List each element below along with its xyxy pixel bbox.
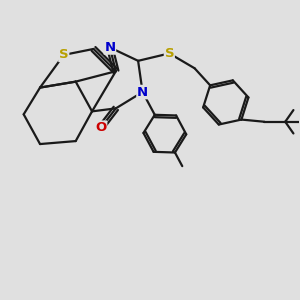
Text: S: S	[164, 47, 174, 60]
Text: N: N	[137, 85, 148, 98]
Text: N: N	[104, 41, 116, 54]
Text: S: S	[59, 48, 69, 62]
Text: O: O	[95, 121, 106, 134]
